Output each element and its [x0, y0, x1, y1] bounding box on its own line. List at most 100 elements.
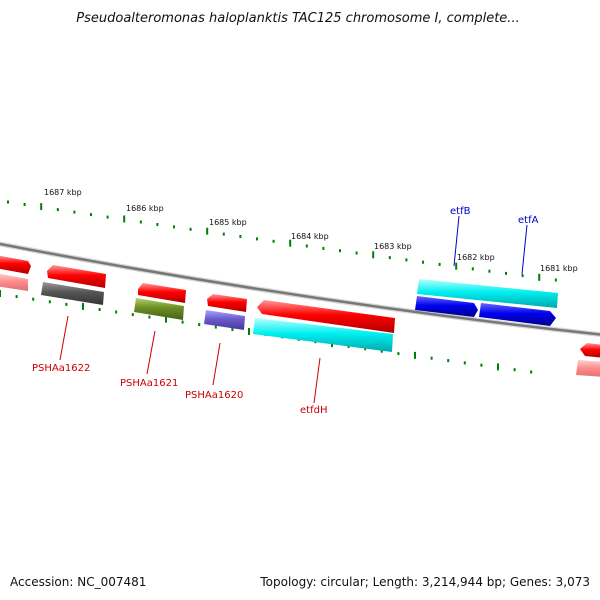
- minor-tick: [380, 349, 383, 353]
- minor-tick: [405, 258, 408, 262]
- leader-line-pshaa1621: [146, 330, 156, 375]
- minor-tick: [23, 203, 26, 206]
- minor-tick: [438, 262, 441, 266]
- gene-arrow[interactable]: [134, 298, 184, 320]
- gene-arrow[interactable]: [204, 310, 245, 330]
- map-title: Pseudoalteromonas haloplanktis TAC125 ch…: [76, 11, 519, 26]
- leader-line-etfdh: [313, 357, 321, 404]
- gene-label-etfa[interactable]: etfA: [518, 215, 539, 226]
- gene-arrow[interactable]: [257, 300, 395, 333]
- minor-tick: [198, 323, 201, 327]
- minor-tick: [521, 274, 524, 278]
- gene-arrow[interactable]: [479, 303, 556, 326]
- minor-tick: [505, 271, 507, 275]
- kbp-label-1687: 1687 kbp: [44, 188, 82, 197]
- minor-tick: [231, 328, 234, 331]
- leader-line-pshaa1622: [59, 315, 69, 361]
- minor-tick: [339, 249, 341, 253]
- minor-tick: [463, 361, 466, 365]
- gene-arrow[interactable]: [580, 343, 600, 358]
- minor-tick: [106, 215, 109, 219]
- minor-tick: [214, 325, 217, 329]
- kbp-label-1683: 1683 kbp: [374, 242, 412, 251]
- major-tick: [206, 227, 209, 235]
- leader-line-etfa: [521, 224, 528, 275]
- major-tick: [455, 262, 458, 270]
- gene-label-pshaa1620[interactable]: PSHAa1620: [185, 390, 243, 401]
- kbp-label-1684: 1684 kbp: [291, 232, 329, 241]
- gene-label-etfb[interactable]: etfB: [450, 206, 471, 217]
- upper-scale-ticks: [7, 200, 557, 282]
- gene-arrow[interactable]: [253, 318, 393, 352]
- minor-tick: [148, 315, 151, 319]
- minor-tick: [156, 223, 159, 226]
- chromosome-backbone-core: [0, 242, 600, 336]
- gene-label-pshaa1621[interactable]: PSHAa1621: [120, 378, 178, 389]
- minor-tick: [15, 295, 18, 299]
- minor-tick: [48, 300, 51, 304]
- minor-tick: [139, 220, 142, 224]
- label-leaders: [59, 215, 528, 404]
- minor-tick: [554, 278, 557, 282]
- gene-arrow[interactable]: [41, 282, 104, 305]
- gene-arrow[interactable]: [576, 360, 600, 377]
- minor-tick: [305, 244, 308, 248]
- minor-tick: [480, 363, 483, 367]
- minor-tick: [256, 237, 258, 241]
- major-tick: [414, 351, 416, 359]
- minor-tick: [239, 235, 242, 238]
- major-tick: [123, 215, 126, 223]
- minor-tick: [56, 208, 59, 212]
- kbp-label-1681: 1681 kbp: [540, 264, 578, 273]
- gene-arrow[interactable]: [0, 273, 28, 291]
- major-tick: [248, 328, 250, 335]
- minor-tick: [115, 310, 118, 314]
- major-tick: [40, 203, 43, 211]
- minor-tick: [347, 345, 350, 348]
- lower-scale-ticks: [0, 290, 533, 374]
- minor-tick: [222, 232, 225, 236]
- gene-arrow[interactable]: [138, 283, 186, 303]
- major-tick: [0, 290, 1, 297]
- accession-text: Accession: NC_007481: [10, 575, 146, 589]
- gene-arrow[interactable]: [47, 265, 106, 288]
- gene-arrow[interactable]: [415, 296, 478, 317]
- minor-tick: [131, 313, 134, 317]
- minor-tick: [32, 297, 35, 301]
- gene-label-etfdh[interactable]: etfdH: [300, 405, 327, 416]
- minor-tick: [7, 200, 9, 204]
- minor-tick: [471, 267, 474, 271]
- gene-labels: PSHAa1622 PSHAa1621 PSHAa1620 etfdH etfB…: [32, 206, 539, 416]
- lower-gene-row: [0, 273, 600, 377]
- major-tick: [497, 363, 499, 371]
- major-tick: [372, 251, 375, 259]
- minor-tick: [488, 269, 491, 273]
- minor-tick: [513, 368, 516, 372]
- genome-info-text: Topology: circular; Length: 3,214,944 bp…: [259, 575, 590, 589]
- minor-tick: [65, 302, 68, 306]
- gene-label-pshaa1622[interactable]: PSHAa1622: [32, 363, 90, 374]
- leader-line-etfb: [453, 215, 460, 267]
- major-tick: [82, 302, 84, 310]
- minor-tick: [73, 210, 76, 214]
- leader-line-pshaa1620: [212, 342, 221, 386]
- major-tick: [165, 315, 167, 323]
- upper-gene-row: [0, 255, 600, 358]
- minor-tick: [322, 246, 325, 250]
- minor-tick: [388, 256, 391, 260]
- major-tick: [289, 239, 292, 247]
- minor-tick: [447, 359, 450, 363]
- kbp-labels: 1687 kbp 1686 kbp 1685 kbp 1684 kbp 1683…: [44, 188, 578, 273]
- minor-tick: [364, 347, 367, 351]
- minor-tick: [98, 308, 101, 311]
- minor-tick: [272, 239, 275, 243]
- minor-tick: [189, 227, 192, 231]
- major-tick: [538, 273, 541, 281]
- gene-arrow[interactable]: [0, 255, 31, 274]
- gene-arrow[interactable]: [207, 294, 247, 312]
- minor-tick: [430, 356, 433, 360]
- kbp-label-1685: 1685 kbp: [209, 218, 247, 227]
- gene-arrow[interactable]: [417, 279, 558, 308]
- minor-tick: [397, 352, 400, 356]
